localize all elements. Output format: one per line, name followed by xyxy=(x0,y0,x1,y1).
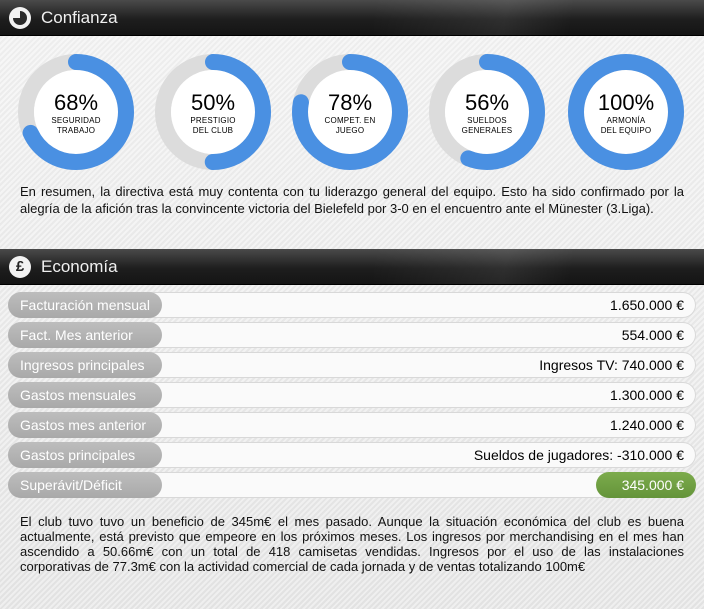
gauge-percent: 78% xyxy=(327,90,373,115)
row-value: 1.240.000 € xyxy=(610,417,684,433)
gauge-ring xyxy=(155,54,271,170)
gauge-ring xyxy=(429,54,545,170)
pie-chart-icon xyxy=(9,6,31,29)
row-label: Facturación mensual xyxy=(8,292,162,318)
economy-summary: El club tuvo tuvo un beneficio de 345m€ … xyxy=(20,514,684,574)
gauge-job-security: 68% SEGURIDAD TRABAJO xyxy=(16,52,136,172)
confidence-summary: En resumen, la directiva está muy conten… xyxy=(20,184,684,216)
gauge-team-harmony: 100% ARMONÍA DEL EQUIPO xyxy=(566,52,686,172)
finance-row-monthly-expenses: Gastos mensuales 1.300.000 € xyxy=(8,382,696,408)
gauge-ring xyxy=(292,54,408,170)
economia-header: £ Economía xyxy=(0,249,704,285)
gauge-ring xyxy=(18,54,134,170)
gauge-general-salaries: 56% SUELDOS GENERALES xyxy=(427,52,547,172)
gauge-label: PRESTIGIO DEL CLUB xyxy=(190,116,236,135)
row-label: Gastos mensuales xyxy=(8,382,162,408)
gauge-fill xyxy=(568,54,684,170)
confianza-header: Confianza xyxy=(0,0,704,36)
finance-row-monthly-revenue: Facturación mensual 1.650.000 € xyxy=(8,292,696,318)
gauge-ring xyxy=(568,54,684,170)
gauge-center xyxy=(308,70,392,154)
confidence-gauges: 68% SEGURIDAD TRABAJO 50% PRESTIGIO DEL … xyxy=(16,52,696,172)
gauge-fill xyxy=(155,54,271,170)
gauge-label: ARMONÍA DEL EQUIPO xyxy=(600,116,652,135)
gauge-club-prestige: 50% PRESTIGIO DEL CLUB xyxy=(153,52,273,172)
confianza-title: Confianza xyxy=(41,7,118,27)
gauge-center xyxy=(445,70,529,154)
gauge-percent: 100% xyxy=(597,90,655,115)
gauge-label: SUELDOS GENERALES xyxy=(461,116,513,135)
economia-title: Economía xyxy=(41,256,118,276)
finance-row-previous-revenue: Fact. Mes anterior 554.000 € xyxy=(8,322,696,348)
gauge-fill xyxy=(18,54,134,170)
finance-row-surplus-deficit: Superávit/Déficit 345.000 € xyxy=(8,472,696,498)
row-label: Gastos mes anterior xyxy=(8,412,162,438)
gauge-center xyxy=(584,70,668,154)
row-label: Fact. Mes anterior xyxy=(8,322,162,348)
surplus-badge: 345.000 € xyxy=(596,472,696,498)
finance-row-main-income: Ingresos principales Ingresos TV: 740.00… xyxy=(8,352,696,378)
gauge-center xyxy=(171,70,255,154)
gauge-percent: 50% xyxy=(190,90,236,115)
gauge-percent: 68% xyxy=(53,90,99,115)
row-value: Ingresos TV: 740.000 € xyxy=(539,357,684,373)
finance-row-main-expenses: Gastos principales Sueldos de jugadores:… xyxy=(8,442,696,468)
finance-row-previous-expenses: Gastos mes anterior 1.240.000 € xyxy=(8,412,696,438)
gauge-label: SEGURIDAD TRABAJO xyxy=(51,116,101,135)
row-label: Gastos principales xyxy=(8,442,162,468)
pound-icon: £ xyxy=(9,255,31,278)
gauge-center xyxy=(34,70,118,154)
finance-rows: Facturación mensual 1.650.000 € Fact. Me… xyxy=(8,292,696,502)
gauge-match-competence: 78% COMPET. EN JUEGO xyxy=(290,52,410,172)
gauge-label: COMPET. EN JUEGO xyxy=(324,116,376,135)
gauge-fill xyxy=(429,54,545,170)
gauge-percent: 56% xyxy=(464,90,510,115)
row-label: Ingresos principales xyxy=(8,352,162,378)
row-value: 1.650.000 € xyxy=(610,297,684,313)
row-value: Sueldos de jugadores: -310.000 € xyxy=(473,447,684,463)
gauge-fill xyxy=(292,54,408,170)
row-value: 554.000 € xyxy=(621,327,684,343)
row-value: 1.300.000 € xyxy=(610,387,684,403)
row-label: Superávit/Déficit xyxy=(8,472,162,498)
